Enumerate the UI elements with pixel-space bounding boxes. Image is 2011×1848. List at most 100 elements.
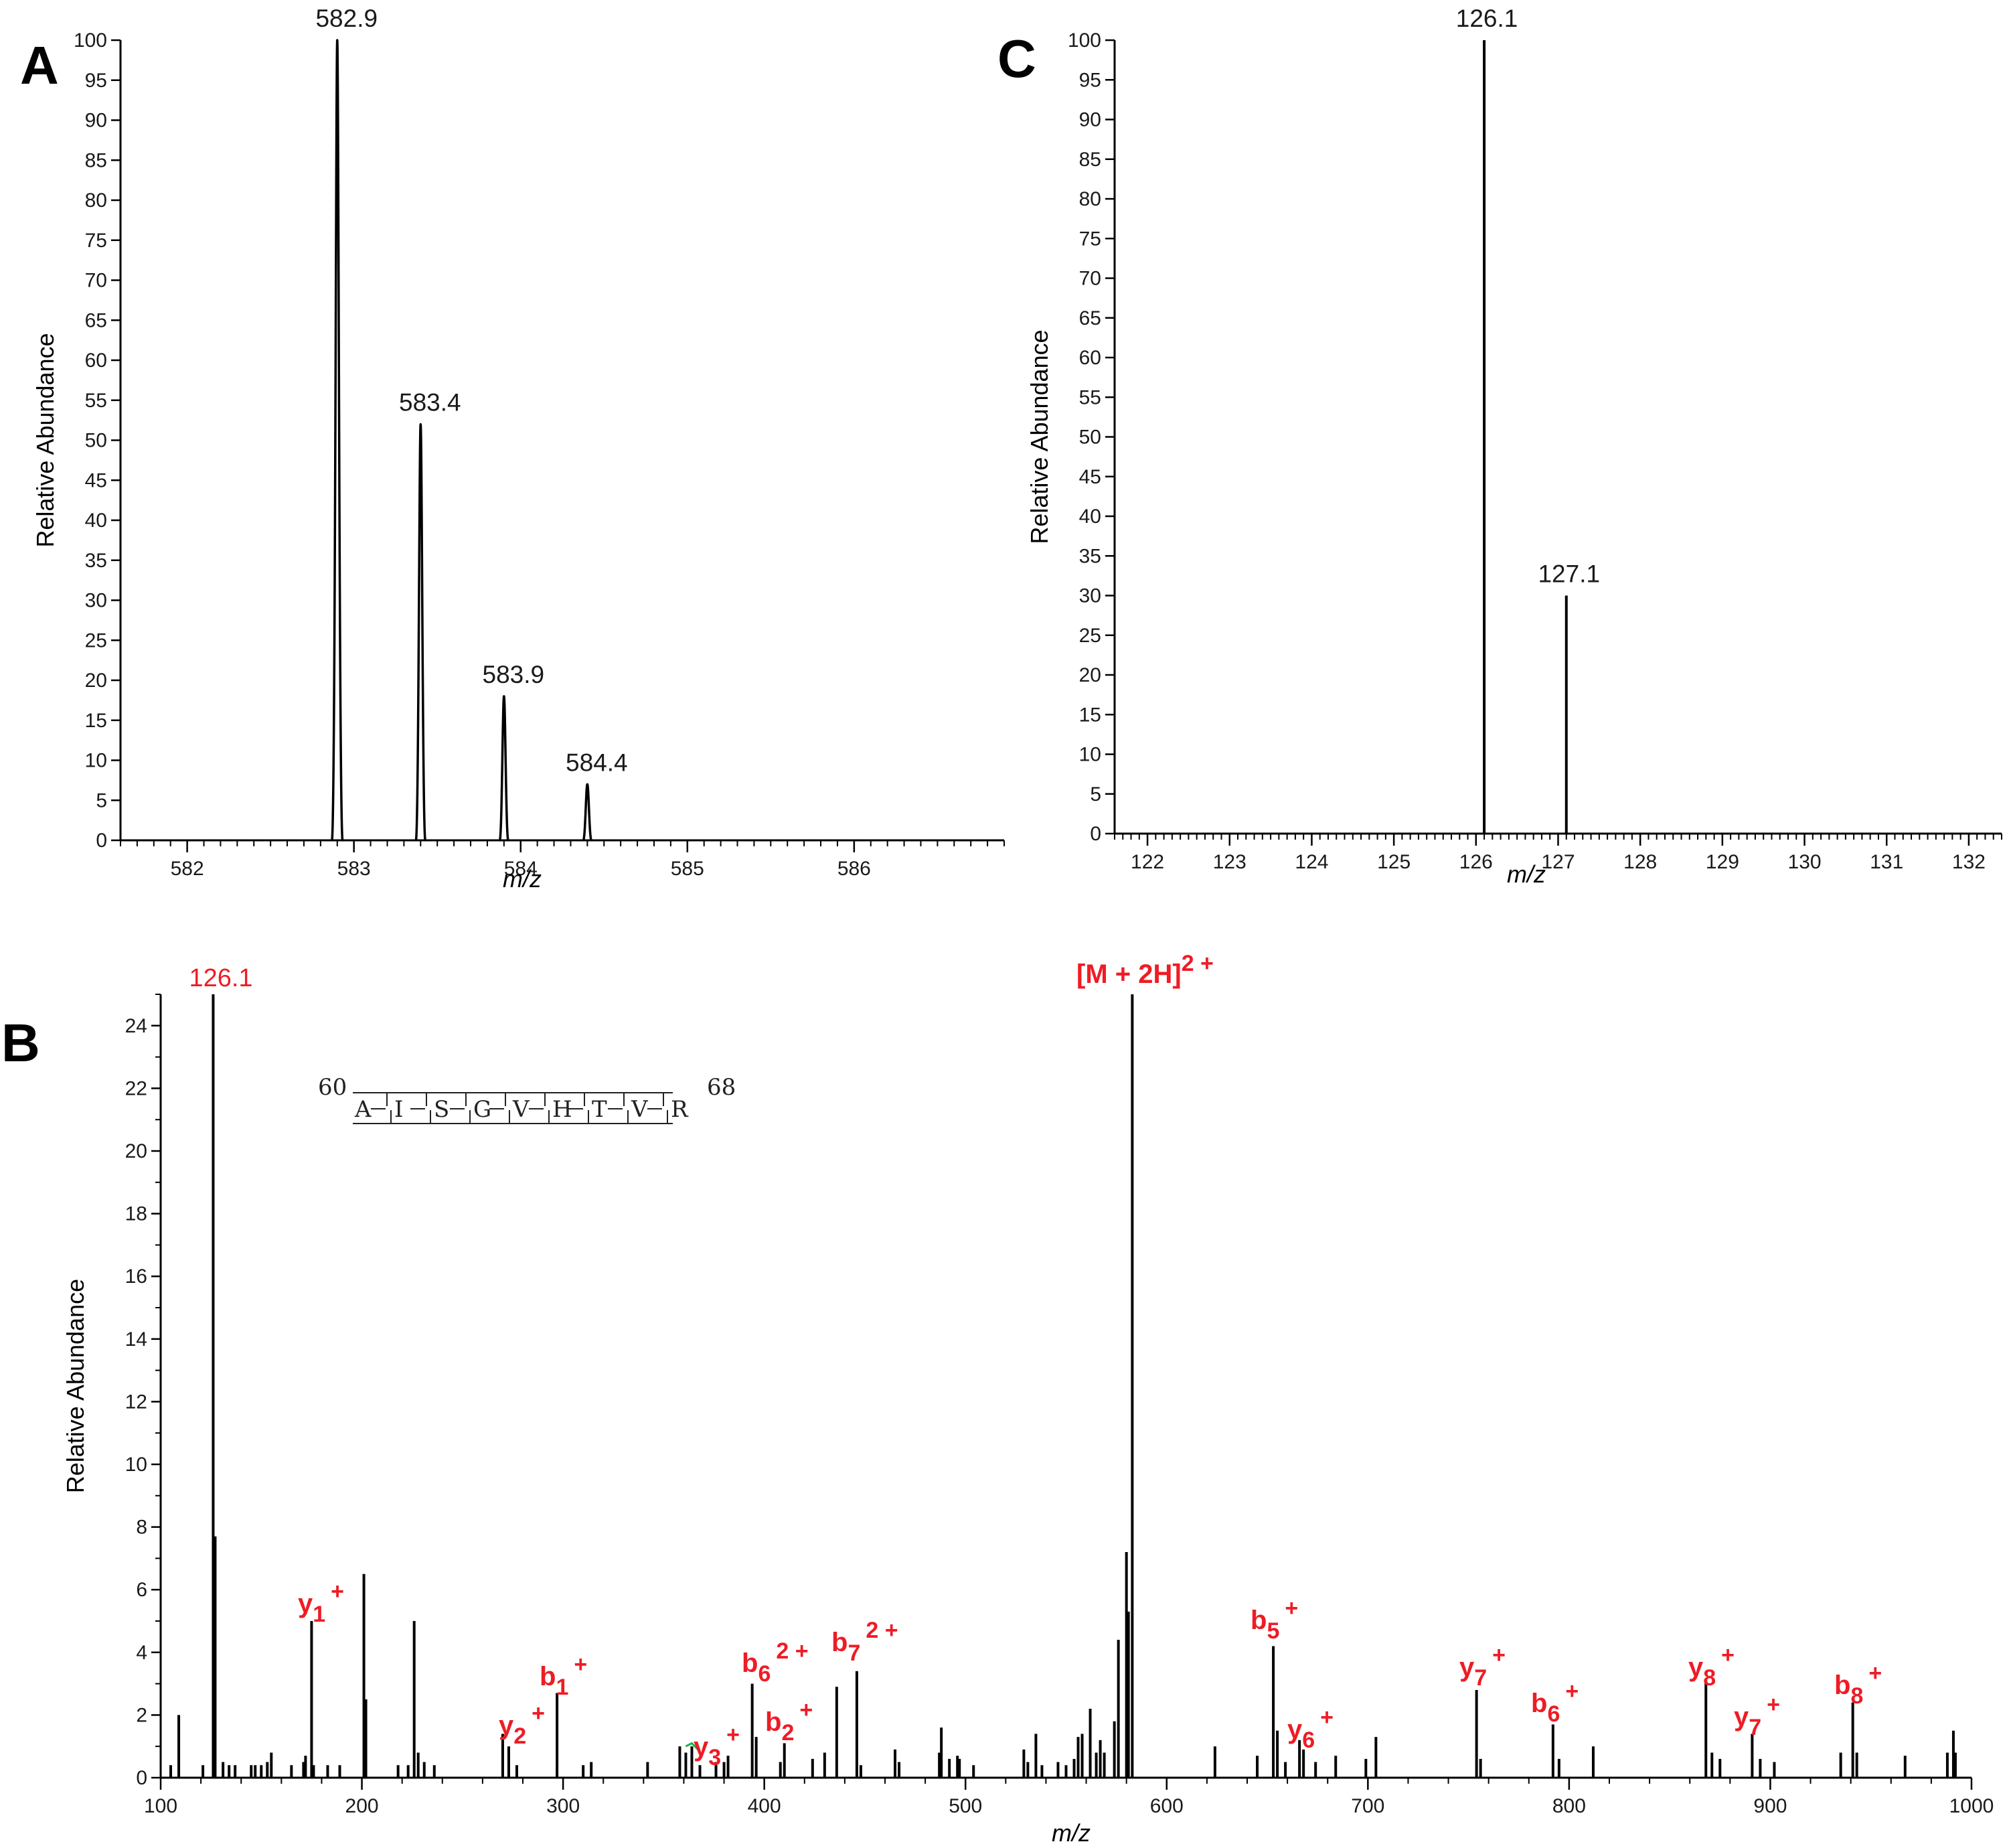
precursor-ion-label: [M + 2H]2 + [1076,951,1214,989]
precursor-ion-text: [M + 2H] [1076,959,1182,989]
panel-b-y-tick-label: 6 [136,1579,147,1601]
ion-index: 5 [1267,1618,1279,1644]
panel-a-x-tick-label: 585 [671,858,704,880]
ion-index: 8 [1850,1683,1863,1709]
fragment-ion-label: y7+ [1459,1642,1506,1691]
fragment-ion-label: y1+ [298,1579,344,1627]
ion-type: b [1834,1671,1850,1700]
panel-a-peak-label: 584.4 [566,749,628,776]
sequence-residue: G [473,1096,491,1123]
panel-a-y-tick-label: 75 [85,230,107,252]
ion-charge: + [726,1722,740,1748]
panel-b-x-tick-label: 200 [345,1795,379,1817]
panel-c-x-tick-label: 125 [1377,851,1411,873]
panel-c-y-tick-label: 10 [1079,744,1101,766]
ion-type: y [298,1589,313,1618]
panel-c-y-tick-label: 30 [1079,585,1101,607]
ion-charge: + [1767,1692,1780,1717]
ion-charge: + [799,1697,813,1723]
fragment-ion-label: b8+ [1834,1661,1882,1709]
panel-a-peak-label: 583.4 [399,389,461,416]
ion-type: b [540,1662,556,1691]
panel-c-x-tick-label: 130 [1788,851,1822,873]
panel-a-y-tick-label: 15 [85,710,107,732]
sequence-residue: V [512,1096,530,1123]
ion-type: b [765,1707,781,1737]
precursor-charge: 2 + [1182,951,1214,976]
panel-a-peak [331,38,344,842]
ion-index: 3 [708,1745,721,1770]
panel-c-y-tick-label: 45 [1079,466,1101,488]
panel-c-y-tick-label: 0 [1090,823,1101,845]
ion-charge: 2 + [866,1618,898,1643]
sequence-end-number: 68 [707,1074,736,1101]
panel-a-chart: 0 5 10 15 20 25 30 35 40 45 50 55 60 65 70 75 80 85 90 95 10… [31,5,1005,893]
ion-index: 1 [556,1675,568,1700]
panel-a-y-tick-label: 65 [85,309,107,331]
fragment-ion-label: y3+ [694,1722,740,1770]
panel-letter-a: A [20,35,59,95]
panel-b-y-tick-label: 0 [136,1767,147,1789]
ion-type: b [831,1628,848,1657]
panel-c-x-tick-label: 129 [1706,851,1739,873]
panel-a-y-tick-label: 35 [85,550,107,572]
ion-type: y [694,1732,709,1762]
ion-type: b [1251,1606,1267,1635]
panel-b-x-tick-label: 600 [1150,1795,1184,1817]
panel-c-y-tick-label: 70 [1079,268,1101,290]
ion-index: 1 [313,1602,325,1627]
panel-c-x-tick-label: 126 [1459,851,1493,873]
ion-index: 6 [1547,1701,1560,1727]
panel-c-y-tick-label: 25 [1079,625,1101,647]
fragment-ion-label: b2+ [765,1697,813,1746]
panel-b-x-tick-label: 700 [1351,1795,1384,1817]
panel-b-x-tick-label: 500 [949,1795,982,1817]
sequence-residue: T [592,1096,607,1123]
fragment-ion-label: b62 + [742,1638,809,1687]
panel-a-y-tick-label: 60 [85,350,107,372]
panel-a-y-tick-label: 95 [85,70,107,92]
panel-c-x-tick-label: 128 [1623,851,1657,873]
panel-b-x-tick-label: 900 [1753,1795,1787,1817]
ion-charge: + [1721,1642,1735,1668]
panel-c-y-tick-label: 85 [1079,149,1101,171]
panel-a-x-tick-label: 582 [171,858,204,880]
ion-index: 7 [848,1640,860,1666]
ion-index: 8 [1703,1665,1716,1691]
ion-type: b [742,1648,758,1678]
sequence-residue: R [671,1096,689,1123]
panel-a-peak-label: 583.9 [483,661,545,688]
panel-c-x-axis-title: m/z [1507,860,1546,888]
panel-a-y-tick-label: 80 [85,189,107,212]
panel-a-x-tick-label: 586 [837,858,871,880]
fragment-ion-label: y2+ [499,1701,545,1749]
panel-b-x-tick-label: 1000 [1949,1795,1994,1817]
ion-charge: + [1565,1679,1579,1704]
panel-c-x-tick-label: 122 [1131,851,1164,873]
panel-a-y-tick-label: 70 [85,270,107,292]
panel-c-y-tick-label: 50 [1079,427,1101,449]
panel-c-y-tick-label: 40 [1079,506,1101,528]
ion-index: 2 [781,1720,794,1746]
panel-a-y-tick-label: 90 [85,110,107,132]
panel-a-y-tick-label: 25 [85,629,107,651]
panel-b-y-tick-label: 22 [125,1077,147,1099]
ion-charge: + [1492,1642,1506,1668]
ion-index: 7 [1474,1665,1487,1691]
ion-type: y [499,1711,514,1740]
ion-charge: + [1868,1661,1882,1686]
ion-charge: + [1285,1596,1298,1621]
panel-b-x-axis-title: m/z [1052,1819,1091,1847]
ion-index: 7 [1749,1715,1761,1740]
panel-b-x-tick-label: 300 [546,1795,580,1817]
fragment-ion-label: b5+ [1251,1596,1298,1644]
fragment-ion-label: b1+ [540,1652,587,1700]
ion-charge: + [1320,1705,1334,1730]
ion-index: 6 [758,1661,771,1687]
panel-c-x-tick-label: 131 [1870,851,1903,873]
panel-b-y-axis-title: Relative Abundance [62,1279,89,1493]
panel-a-x-tick-label: 584 [504,858,538,880]
sequence-residue: I [394,1096,403,1123]
panel-c-y-axis-title: Relative Abundance [1026,329,1053,544]
